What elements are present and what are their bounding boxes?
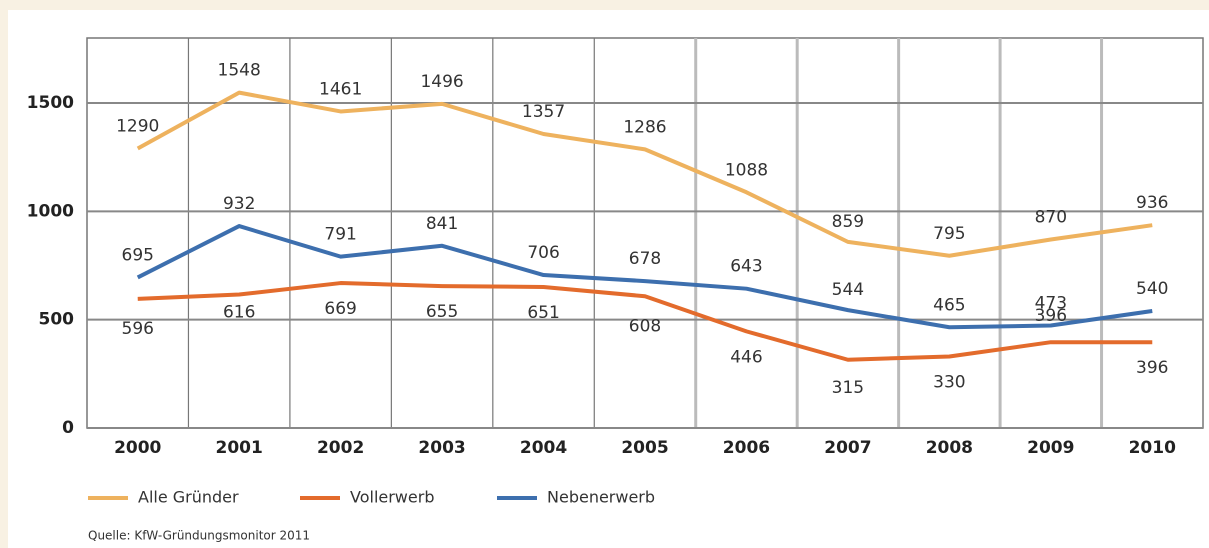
x-tick-label: 2002 [317,438,364,458]
x-tick-label: 2010 [1129,438,1176,458]
data-label: 791 [324,225,356,245]
legend-label: Alle Gründer [138,488,239,507]
data-label: 936 [1136,193,1168,213]
data-label: 932 [223,194,255,214]
x-tick-label: 2001 [216,438,263,458]
data-label: 678 [629,249,661,269]
legend-label: Nebenerwerb [547,488,655,507]
y-tick-label: 1500 [27,93,74,113]
data-label: 330 [933,373,965,393]
x-tick-label: 2000 [114,438,161,458]
x-tick-label: 2004 [520,438,567,458]
data-label: 608 [629,316,661,336]
data-label: 643 [730,257,762,277]
data-label: 1357 [522,102,565,122]
data-label: 1548 [218,61,261,81]
x-tick-label: 2009 [1027,438,1074,458]
series-line [137,281,1153,362]
source-note: Quelle: KfW-Gründungsmonitor 2011 [88,529,310,543]
data-label: 446 [730,347,762,367]
data-label: 396 [1035,306,1067,326]
data-label: 544 [832,280,864,300]
data-label: 616 [223,303,255,323]
y-tick-label: 500 [39,310,75,330]
data-label: 859 [832,212,864,232]
data-label: 655 [426,302,458,322]
series-line [136,224,1153,330]
y-tick-label: 0 [62,418,74,438]
data-label: 465 [933,295,965,315]
data-label: 540 [1136,279,1168,299]
data-label: 706 [527,243,559,263]
data-label: 1290 [116,117,159,137]
y-tick-label: 1000 [27,201,74,221]
x-tick-label: 2005 [621,438,668,458]
x-tick-label: 2006 [723,438,770,458]
data-label: 473 [1035,294,1067,314]
data-label: 1461 [319,79,362,99]
data-label: 870 [1035,208,1067,228]
data-label: 841 [426,214,458,234]
series-line [136,90,1153,258]
data-label: 315 [832,378,864,398]
data-label: 1286 [623,117,666,137]
data-label: 651 [527,303,559,323]
x-tick-label: 2007 [824,438,871,458]
data-label: 1088 [725,160,768,180]
x-tick-label: 2003 [418,438,465,458]
data-label: 596 [122,319,154,339]
x-tick-label: 2008 [926,438,973,458]
data-label: 396 [1136,358,1168,378]
data-label: 1496 [420,72,463,92]
data-label: 795 [933,224,965,244]
data-label: 669 [324,299,356,319]
data-label: 695 [122,245,154,265]
legend-label: Vollerwerb [350,488,434,507]
